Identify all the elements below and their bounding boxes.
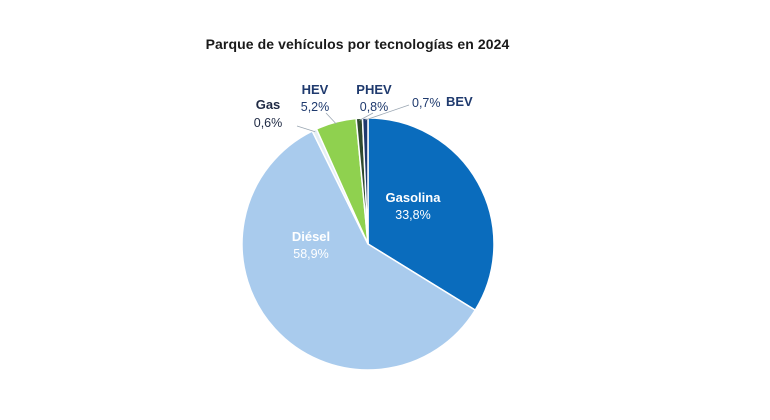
chart-title: Parque de vehículos por tecnologías en 2… bbox=[205, 36, 510, 52]
leader-line-phev bbox=[359, 112, 374, 121]
slice-label-gasolina: Gasolina bbox=[386, 190, 442, 205]
leader-lines bbox=[296, 104, 410, 133]
pie-slice-bev bbox=[361, 117, 369, 245]
slice-label-gas: Gas bbox=[256, 97, 281, 112]
slice-value-di-sel: 58,9% bbox=[293, 247, 328, 261]
leader-line-gas bbox=[296, 125, 316, 133]
slice-value-gasolina: 33,8% bbox=[395, 208, 430, 222]
slice-labels: Gasolina 33,8% Diésel 58,9% Gas 0,6% HEV 5,2% PH… bbox=[254, 82, 473, 261]
slice-label-phev: PHEV bbox=[356, 82, 392, 97]
pie-slices bbox=[241, 117, 495, 371]
slice-value-gas: 0,6% bbox=[254, 116, 283, 130]
slice-label-di-sel: Diésel bbox=[292, 229, 330, 244]
slice-label-bev: BEV bbox=[446, 94, 473, 109]
slice-value-bev: 0,7% bbox=[412, 96, 441, 110]
slice-value-hev: 5,2% bbox=[301, 100, 330, 114]
pie-slice-gasolina bbox=[367, 117, 495, 312]
slice-value-phev: 0,8% bbox=[360, 100, 389, 114]
pie-slice-di-sel bbox=[241, 130, 477, 371]
slice-label-hev: HEV bbox=[302, 82, 329, 97]
leader-line-bev bbox=[365, 104, 410, 121]
leader-line-hev bbox=[325, 112, 337, 125]
